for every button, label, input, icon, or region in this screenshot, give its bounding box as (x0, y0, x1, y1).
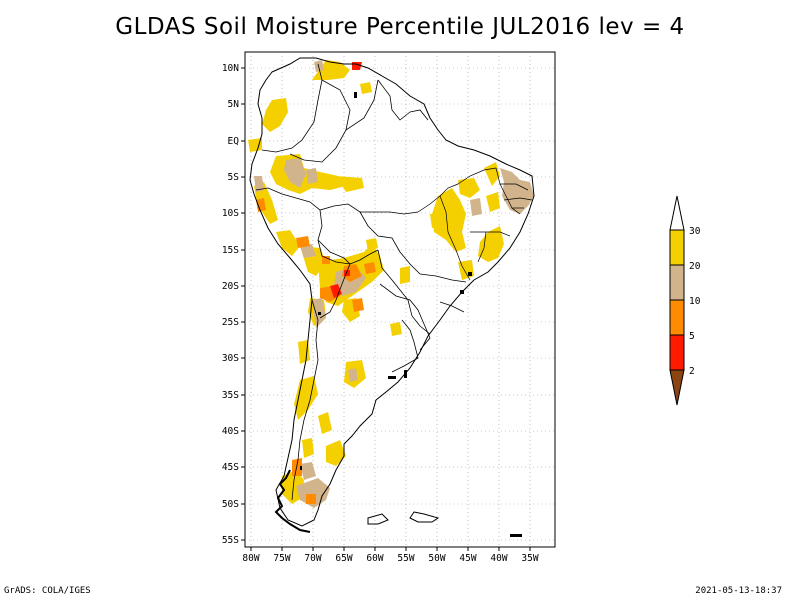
legend-label: 10 (689, 296, 701, 307)
lat-label: 5N (228, 99, 240, 110)
lon-label: 65W (335, 553, 352, 564)
lat-label: 20S (222, 281, 239, 292)
percentile-shading (248, 60, 534, 508)
legend-label: 2 (689, 366, 695, 377)
longitude-labels: 80W 75W 70W 65W 60W 55W 50W 45W 40W 35W (242, 553, 538, 564)
chile-fjords (274, 469, 311, 533)
state-borders (417, 167, 533, 313)
lon-label: 50W (428, 553, 445, 564)
lon-label: 80W (242, 553, 259, 564)
legend-cap-above-30 (669, 195, 685, 231)
legend-labels: 2 5 10 20 30 (689, 226, 701, 377)
legend-label: 30 (689, 226, 701, 237)
lat-label: 30S (222, 353, 239, 364)
lat-label: 15S (222, 245, 239, 256)
legend-swatch-20-30 (669, 229, 685, 266)
lat-label: EQ (228, 136, 240, 147)
country-borders (255, 63, 431, 501)
lon-label: 75W (273, 553, 290, 564)
map-frame (244, 51, 556, 548)
lat-label: 35S (222, 390, 239, 401)
coastlines (249, 57, 535, 527)
lon-label: 55W (397, 553, 414, 564)
latitude-labels: 10N 5N EQ 5S 10S 15S 20S 25S 30S 35S 40S… (222, 63, 239, 546)
lat-label: 55S (222, 535, 239, 546)
legend-cap-below-2 (669, 369, 685, 406)
lat-label: 45S (222, 462, 239, 473)
lon-label: 60W (366, 553, 383, 564)
lat-label: 10N (222, 63, 239, 74)
footer-timestamp: 2021-05-13-18:37 (695, 586, 782, 596)
lat-label: 40S (222, 426, 239, 437)
graticule (245, 52, 555, 547)
lat-label: 50S (222, 499, 239, 510)
map-title: GLDAS Soil Moisture Percentile JUL2016 l… (115, 14, 685, 40)
footer-credit: GrADS: COLA/IGES (4, 586, 91, 596)
small-features (300, 92, 522, 537)
lat-label: 5S (228, 172, 240, 183)
lon-label: 40W (490, 553, 507, 564)
legend-swatch-2-5 (669, 334, 685, 371)
lat-label: 25S (222, 317, 239, 328)
lon-label: 35W (521, 553, 538, 564)
legend-label: 20 (689, 261, 701, 272)
legend-swatch-5-10 (669, 299, 685, 336)
legend-label: 5 (689, 331, 695, 342)
lat-label: 10S (222, 208, 239, 219)
color-bar-legend (669, 195, 685, 406)
lon-label: 70W (304, 553, 321, 564)
legend-swatch-10-20 (669, 264, 685, 301)
lon-label: 45W (459, 553, 476, 564)
